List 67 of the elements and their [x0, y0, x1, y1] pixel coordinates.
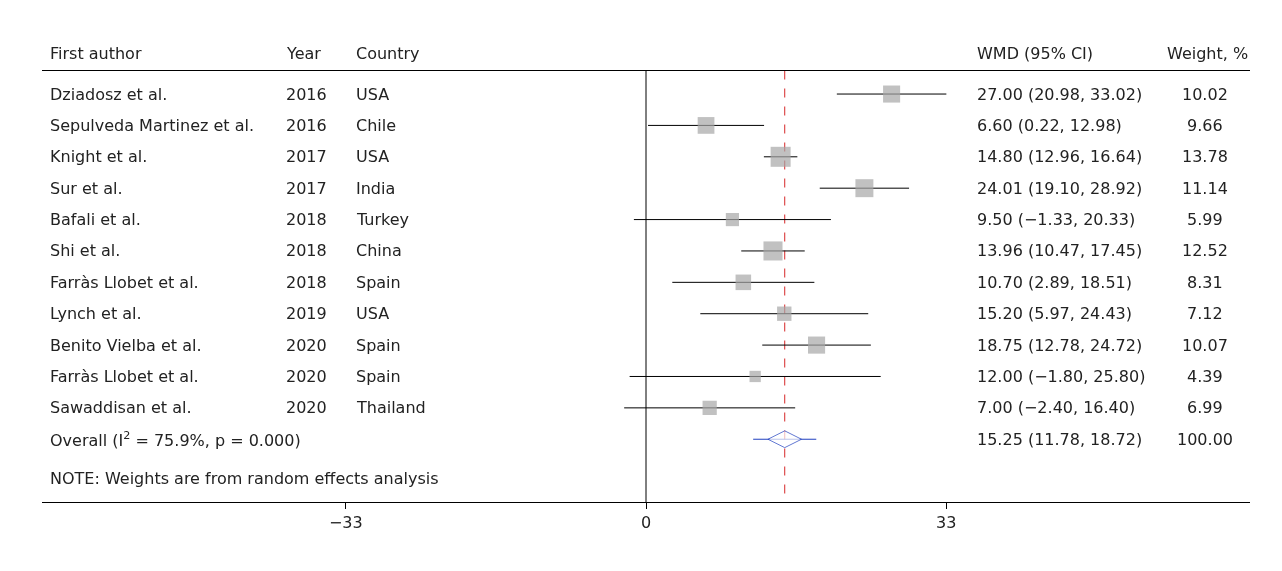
annotation: 7.12: [1187, 304, 1223, 323]
annotation: 6.99: [1187, 398, 1223, 417]
annotation: China: [356, 241, 402, 260]
annotation: 2017: [286, 147, 327, 166]
text: First author: [50, 44, 142, 63]
annotation: USA: [356, 85, 390, 104]
y-tick-label: Sur et al.: [50, 179, 123, 198]
annotation: 2018: [286, 210, 327, 229]
annotation: 2016: [286, 116, 327, 135]
annotation: 13.78: [1182, 147, 1228, 166]
annotation: 12.52: [1182, 241, 1228, 260]
annotation: 7.00 (−2.40, 16.40): [977, 398, 1136, 417]
y-tick-label: Benito Vielba et al.: [50, 336, 202, 355]
annotation: 2019: [286, 304, 327, 323]
annotation: 9.50 (−1.33, 20.33): [977, 210, 1136, 229]
annotation: 5.99: [1187, 210, 1223, 229]
y-tick-label: Farràs Llobet et al.: [50, 367, 199, 386]
text: Country: [356, 44, 420, 63]
annotation: Spain: [356, 273, 401, 292]
annotation: 15.25 (11.78, 18.72): [977, 430, 1143, 449]
text: Year: [286, 44, 322, 63]
x-tick-label: 33: [936, 513, 957, 533]
annotation: 2016: [286, 85, 327, 104]
annotation: 2018: [286, 241, 327, 260]
annotation: 15.20 (5.97, 24.43): [977, 304, 1132, 323]
annotation: 10.07: [1182, 336, 1228, 355]
x-tick-label: 0: [640, 513, 652, 533]
y-tick-label: Knight et al.: [50, 147, 148, 166]
annotation: USA: [356, 304, 390, 323]
annotation: 27.00 (20.98, 33.02): [977, 85, 1143, 104]
x-tick-label: −33: [328, 513, 363, 533]
text: NOTE: Weights are from random effects analysis: [50, 469, 439, 488]
annotation: 11.14: [1182, 179, 1228, 198]
annotation: Turkey: [356, 210, 410, 229]
text: Weight, %: [1167, 44, 1249, 63]
annotation: 18.75 (12.78, 24.72): [977, 336, 1143, 355]
annotation: 2020: [286, 398, 327, 417]
y-tick-label: Sawaddisan et al.: [50, 398, 192, 417]
y-tick-label: Shi et al.: [50, 241, 121, 260]
text: WMD (95% CI): [977, 44, 1094, 63]
y-tick-label: Farràs Llobet et al.: [50, 273, 199, 292]
annotation: 2018: [286, 273, 327, 292]
annotation: 10.02: [1182, 85, 1228, 104]
y-tick-label: Dziadosz et al.: [50, 85, 168, 104]
annotation: 2017: [286, 179, 327, 198]
annotation: 9.66: [1187, 116, 1223, 135]
annotation: 12.00 (−1.80, 25.80): [977, 367, 1146, 386]
annotation: 24.01 (19.10, 28.92): [977, 179, 1143, 198]
annotation: 4.39: [1187, 367, 1223, 386]
y-tick-label: Sepulveda Martinez et al.: [50, 116, 255, 135]
y-tick-label: Lynch et al.: [50, 304, 142, 323]
y-tick-label: Overall (I$^{2}$ = 75.9%, p = 0.000): [50, 429, 301, 450]
annotation: 10.70 (2.89, 18.51): [977, 273, 1132, 292]
annotation: 14.80 (12.96, 16.64): [977, 147, 1143, 166]
annotation: 13.96 (10.47, 17.45): [977, 241, 1143, 260]
annotation: 2020: [286, 336, 327, 355]
annotation: India: [356, 179, 396, 198]
annotation: Spain: [356, 367, 401, 386]
annotation: Chile: [356, 116, 397, 135]
annotation: 2020: [286, 367, 327, 386]
y-tick-label: Bafali et al.: [50, 210, 141, 229]
annotation: USA: [356, 147, 390, 166]
annotation: 6.60 (0.22, 12.98): [977, 116, 1122, 135]
annotation: Spain: [356, 336, 401, 355]
annotation: 100.00: [1177, 430, 1233, 449]
annotation: Thailand: [356, 398, 426, 417]
annotation: 8.31: [1187, 273, 1223, 292]
